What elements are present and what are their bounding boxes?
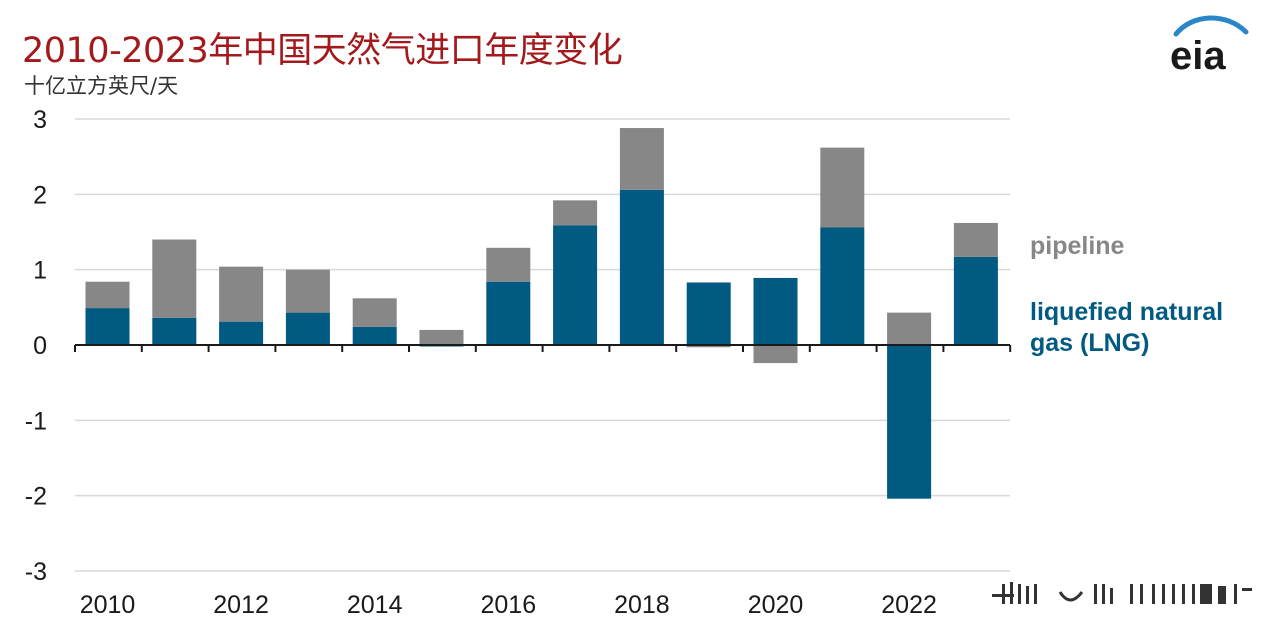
y-tick-label: 0 bbox=[33, 332, 47, 360]
eia-logo: eia bbox=[1170, 15, 1249, 74]
y-tick-label: 1 bbox=[33, 257, 47, 285]
x-tick-label: 2016 bbox=[480, 591, 536, 619]
x-tick-label: 2022 bbox=[881, 591, 937, 619]
legend-pipeline-label: pipeline bbox=[1030, 232, 1125, 260]
bar-lng-2021 bbox=[820, 227, 865, 345]
bar-pipeline-2015 bbox=[419, 329, 464, 345]
x-tick-label: 2014 bbox=[347, 591, 403, 619]
legend-lng-line-1: liquefied natural bbox=[1030, 298, 1224, 326]
y-tick-label: 3 bbox=[33, 106, 47, 134]
legend-lng-label: liquefied natural gas (LNG) bbox=[1030, 297, 1223, 359]
y-axis-ticks: 3 2 1 0 -1 -2 -3 bbox=[25, 106, 47, 586]
bar-pipeline-2016 bbox=[486, 247, 531, 282]
bar-lng-2020 bbox=[753, 277, 798, 345]
bar-lng-2013 bbox=[285, 312, 330, 345]
bar-pipeline-2013 bbox=[285, 269, 330, 313]
x-axis-ticks: 2010 2012 2014 2016 2018 2020 2022 bbox=[80, 591, 937, 619]
bar-pipeline-2022 bbox=[887, 312, 932, 345]
y-axis-unit-label: 十亿立方英尺/天 bbox=[24, 74, 179, 98]
bar-lng-2011 bbox=[152, 317, 197, 345]
y-tick-label: -3 bbox=[25, 558, 47, 586]
bar-pipeline-2019 bbox=[686, 345, 731, 348]
bar-lng-2022 bbox=[887, 345, 932, 499]
y-tick-label: 2 bbox=[33, 181, 47, 209]
bar-lng-2014 bbox=[352, 326, 397, 345]
bar-pipeline-2020 bbox=[753, 345, 798, 364]
bar-lng-2018 bbox=[619, 189, 664, 345]
x-tick-label: 2012 bbox=[213, 591, 269, 619]
y-tick-label: -2 bbox=[25, 483, 47, 511]
bar-pipeline-2023 bbox=[953, 222, 998, 257]
eia-logo-text: eia bbox=[1170, 34, 1226, 74]
x-axis bbox=[74, 344, 1012, 352]
legend-lng-line-2: gas (LNG) bbox=[1030, 329, 1150, 357]
chart-title: 2010-2023年中国天然气进口年度变化 bbox=[22, 31, 623, 71]
bar-pipeline-2010 bbox=[85, 281, 130, 309]
bar-lng-2023 bbox=[953, 256, 998, 345]
bar-pipeline-2021 bbox=[820, 147, 865, 228]
bar-lng-2017 bbox=[553, 225, 598, 345]
bar-pipeline-2018 bbox=[619, 128, 664, 190]
x-tick-label: 2020 bbox=[748, 591, 804, 619]
bar-lng-2010 bbox=[85, 308, 130, 345]
bar-lng-2019 bbox=[686, 282, 731, 345]
bar-pipeline-2011 bbox=[152, 239, 197, 318]
y-tick-label: -1 bbox=[25, 407, 47, 435]
bar-pipeline-2017 bbox=[553, 200, 598, 226]
watermark-graphic bbox=[992, 582, 1252, 604]
bar-lng-2016 bbox=[486, 281, 531, 345]
bar-lng-2012 bbox=[219, 321, 264, 345]
bar-pipeline-2014 bbox=[352, 298, 397, 327]
bars bbox=[85, 128, 998, 499]
x-tick-label: 2010 bbox=[80, 591, 136, 619]
bar-pipeline-2012 bbox=[219, 266, 264, 322]
x-tick-label: 2018 bbox=[614, 591, 670, 619]
